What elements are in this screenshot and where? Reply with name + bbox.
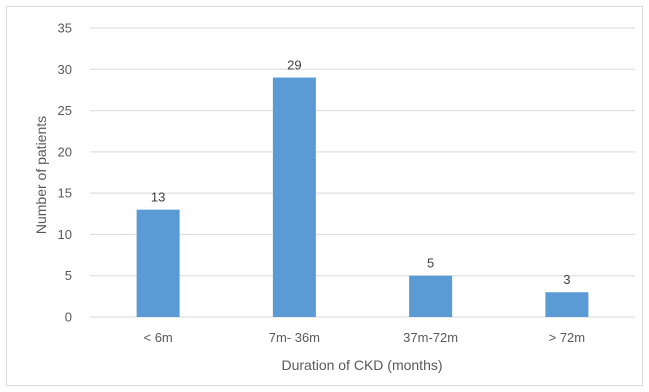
y-tick-label: 35 — [58, 21, 72, 36]
x-tick-label: 7m- 36m — [269, 330, 320, 345]
data-label: 3 — [563, 272, 570, 287]
y-axis-title: Number of patients — [33, 116, 49, 234]
x-tick-label: < 6m — [143, 330, 172, 345]
y-tick-label: 25 — [58, 103, 72, 118]
data-label: 13 — [151, 190, 165, 205]
y-axis-ticks: 0 5 10 15 20 25 30 35 — [58, 21, 72, 325]
bar-1 — [136, 209, 180, 317]
x-axis-title: Duration of CKD (months) — [281, 357, 442, 373]
bar-2 — [272, 77, 316, 318]
y-tick-label: 5 — [65, 268, 72, 283]
data-label: 5 — [427, 256, 434, 271]
x-axis-ticks: < 6m 7m- 36m 37m-72m > 72m — [143, 330, 585, 345]
x-tick-label: > 72m — [549, 330, 586, 345]
bar-4 — [545, 292, 589, 317]
y-tick-label: 20 — [58, 144, 72, 159]
y-tick-label: 30 — [58, 62, 72, 77]
data-label: 29 — [287, 58, 301, 73]
y-tick-label: 10 — [58, 227, 72, 242]
bars — [136, 77, 589, 318]
y-tick-label: 15 — [58, 186, 72, 201]
y-tick-label: 0 — [65, 310, 72, 325]
bar-3 — [409, 275, 453, 317]
x-tick-label: 37m-72m — [403, 330, 458, 345]
gridlines — [90, 27, 635, 318]
data-labels: 13 29 5 3 — [151, 58, 571, 288]
